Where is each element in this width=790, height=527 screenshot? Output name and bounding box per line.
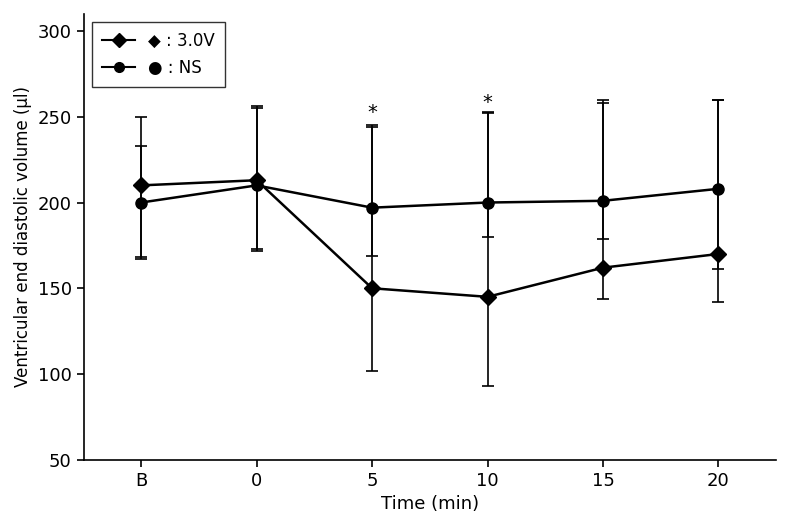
Text: *: * [367,103,377,122]
Legend: ◆ : 3.0V, ● : NS: ◆ : 3.0V, ● : NS [92,22,225,86]
Text: *: * [483,93,492,112]
X-axis label: Time (min): Time (min) [381,495,479,513]
Y-axis label: Ventricular end diastolic volume (μl): Ventricular end diastolic volume (μl) [14,86,32,387]
